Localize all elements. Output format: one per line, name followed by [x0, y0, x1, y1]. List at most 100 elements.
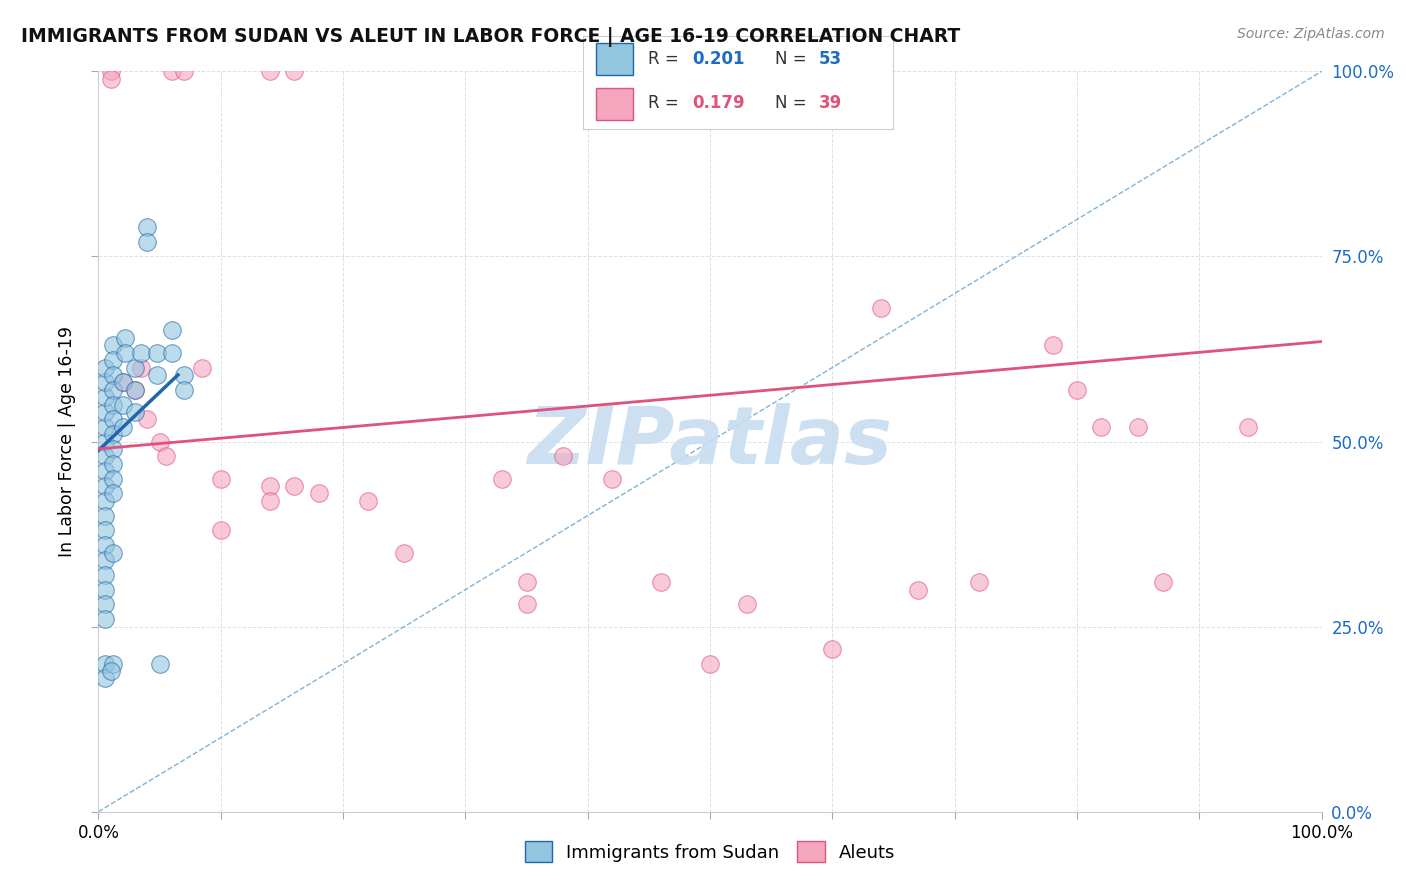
- Point: [93, 419, 115, 434]
- Point: [870, 301, 893, 316]
- Point: [209, 471, 232, 485]
- Point: [1237, 419, 1260, 434]
- Point: [146, 345, 169, 359]
- Point: [111, 376, 134, 390]
- Point: [101, 657, 124, 671]
- Point: [93, 567, 115, 582]
- Point: [1042, 338, 1064, 352]
- Point: [101, 368, 124, 382]
- Point: [553, 450, 575, 464]
- Text: N =: N =: [775, 95, 813, 112]
- Point: [101, 397, 124, 411]
- Point: [699, 657, 721, 671]
- Point: [93, 612, 115, 626]
- Point: [491, 471, 513, 485]
- Point: [392, 546, 416, 560]
- Text: R =: R =: [648, 50, 685, 68]
- Point: [283, 64, 305, 78]
- Point: [101, 353, 124, 368]
- Point: [124, 383, 146, 397]
- Point: [149, 657, 172, 671]
- Point: [101, 427, 124, 442]
- Point: [101, 546, 124, 560]
- Point: [1152, 575, 1174, 590]
- Point: [114, 345, 136, 359]
- Point: [111, 397, 134, 411]
- Text: R =: R =: [648, 95, 685, 112]
- Point: [93, 479, 115, 493]
- Point: [93, 508, 115, 523]
- Point: [209, 524, 232, 538]
- FancyBboxPatch shape: [596, 88, 633, 120]
- Point: [1090, 419, 1112, 434]
- Point: [907, 582, 929, 597]
- Point: [155, 450, 177, 464]
- Point: [100, 64, 122, 78]
- Point: [1066, 383, 1088, 397]
- Point: [124, 405, 146, 419]
- Point: [93, 493, 115, 508]
- Point: [259, 64, 281, 78]
- Text: N =: N =: [775, 50, 813, 68]
- Point: [124, 360, 146, 375]
- Legend: Immigrants from Sudan, Aleuts: Immigrants from Sudan, Aleuts: [517, 834, 903, 870]
- Point: [146, 368, 169, 382]
- Point: [259, 493, 281, 508]
- Point: [93, 553, 115, 567]
- Point: [93, 450, 115, 464]
- Point: [160, 345, 183, 359]
- Text: IMMIGRANTS FROM SUDAN VS ALEUT IN LABOR FORCE | AGE 16-19 CORRELATION CHART: IMMIGRANTS FROM SUDAN VS ALEUT IN LABOR …: [21, 27, 960, 46]
- Text: Source: ZipAtlas.com: Source: ZipAtlas.com: [1237, 27, 1385, 41]
- Point: [136, 219, 159, 234]
- Point: [93, 672, 115, 686]
- Point: [356, 493, 378, 508]
- Point: [967, 575, 990, 590]
- Point: [101, 412, 124, 426]
- Point: [93, 598, 115, 612]
- Point: [136, 235, 159, 249]
- Text: 39: 39: [818, 95, 842, 112]
- Point: [735, 598, 758, 612]
- Point: [173, 383, 195, 397]
- Point: [93, 582, 115, 597]
- Point: [93, 360, 115, 375]
- Point: [114, 331, 136, 345]
- Point: [111, 376, 134, 390]
- Point: [149, 434, 172, 449]
- Point: [93, 434, 115, 449]
- Point: [283, 479, 305, 493]
- Point: [600, 471, 623, 485]
- Point: [173, 64, 195, 78]
- Point: [124, 383, 146, 397]
- FancyBboxPatch shape: [596, 43, 633, 75]
- Point: [259, 479, 281, 493]
- Point: [308, 486, 330, 500]
- Text: ZIPatlas: ZIPatlas: [527, 402, 893, 481]
- Point: [129, 345, 152, 359]
- Text: 0.179: 0.179: [692, 95, 744, 112]
- Point: [515, 575, 537, 590]
- Point: [100, 71, 122, 86]
- Point: [1128, 419, 1150, 434]
- Point: [515, 598, 537, 612]
- Point: [650, 575, 672, 590]
- Point: [191, 360, 214, 375]
- Point: [101, 383, 124, 397]
- Point: [93, 405, 115, 419]
- Y-axis label: In Labor Force | Age 16-19: In Labor Force | Age 16-19: [58, 326, 76, 557]
- Point: [101, 471, 124, 485]
- Point: [93, 464, 115, 478]
- Point: [111, 419, 134, 434]
- Point: [93, 524, 115, 538]
- Point: [101, 338, 124, 352]
- Point: [101, 457, 124, 471]
- Point: [160, 64, 183, 78]
- Text: 0.201: 0.201: [692, 50, 744, 68]
- Point: [173, 368, 195, 382]
- Point: [160, 324, 183, 338]
- Point: [93, 657, 115, 671]
- Point: [100, 664, 122, 678]
- Point: [93, 390, 115, 404]
- Point: [93, 376, 115, 390]
- Point: [93, 538, 115, 552]
